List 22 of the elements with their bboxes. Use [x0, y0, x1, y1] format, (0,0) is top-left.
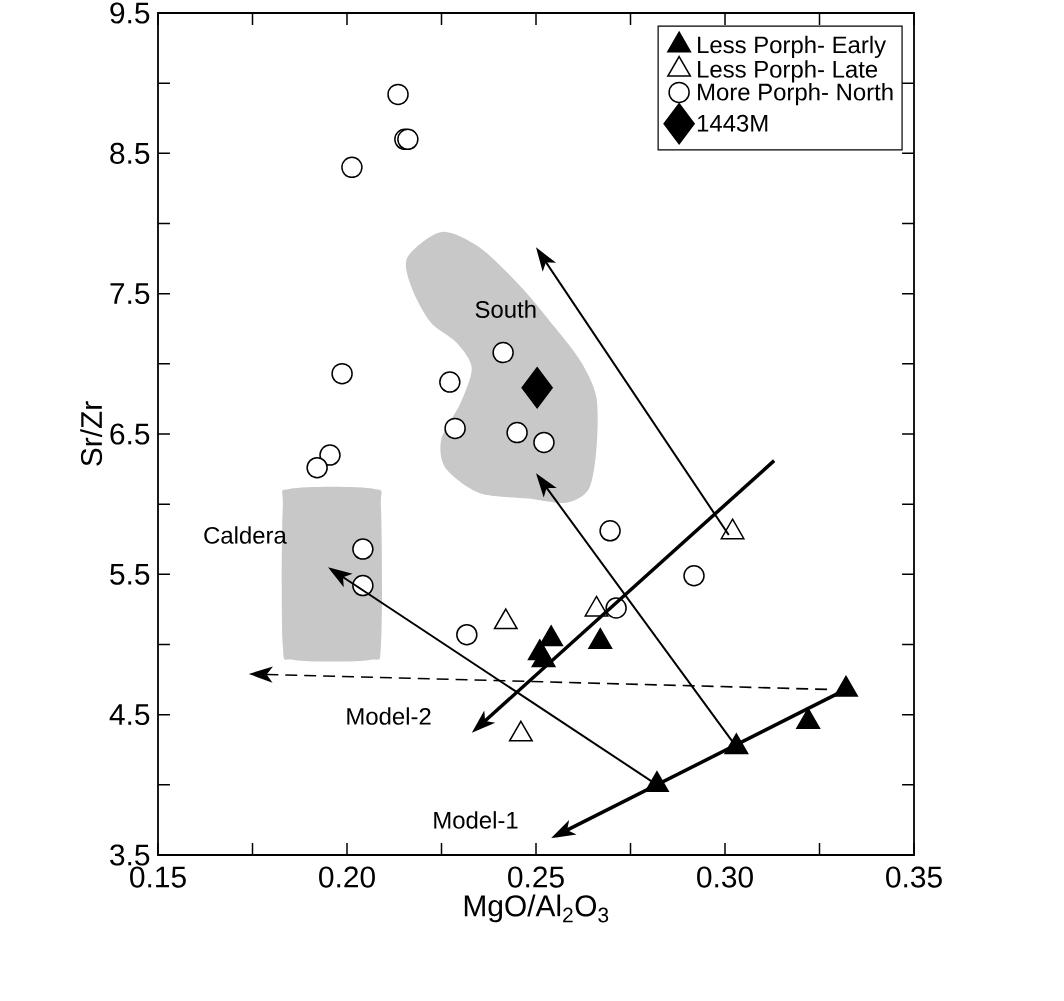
y-axis-title: Sr/Zr — [80, 401, 103, 466]
x-tick-label: 0.30 — [697, 866, 753, 888]
legend-label: More Porph- North — [698, 83, 893, 106]
y-tick-label: 9.5 — [110, 2, 150, 24]
x-tick-label: 0.15 — [130, 866, 186, 888]
x-tick-label: 0.25 — [508, 866, 564, 888]
annotation: South — [475, 300, 536, 318]
legend-label: Less Porph- Early — [698, 35, 887, 59]
y-tick-label: 5.5 — [110, 563, 150, 585]
annotation: Model-2 — [347, 707, 431, 725]
x-axis-title: MgO/Al$_{2}$O$_{3}$ — [464, 894, 609, 923]
y-tick-label: 8.5 — [110, 142, 150, 164]
y-tick-label: 4.5 — [109, 704, 150, 726]
annotation: Model-1 — [434, 811, 518, 829]
y-tick-label: 3.5 — [110, 844, 150, 866]
x-tick-label: 0.35 — [886, 866, 942, 888]
legend-label: 1443M — [697, 114, 768, 132]
legend-label: Less Porph- Late — [698, 60, 878, 83]
y-tick-label: 7.5 — [110, 283, 150, 305]
x-tick-label: 0.20 — [319, 866, 375, 888]
y-tick-label: 6.5 — [110, 423, 150, 445]
annotation: Caldera — [204, 526, 287, 544]
